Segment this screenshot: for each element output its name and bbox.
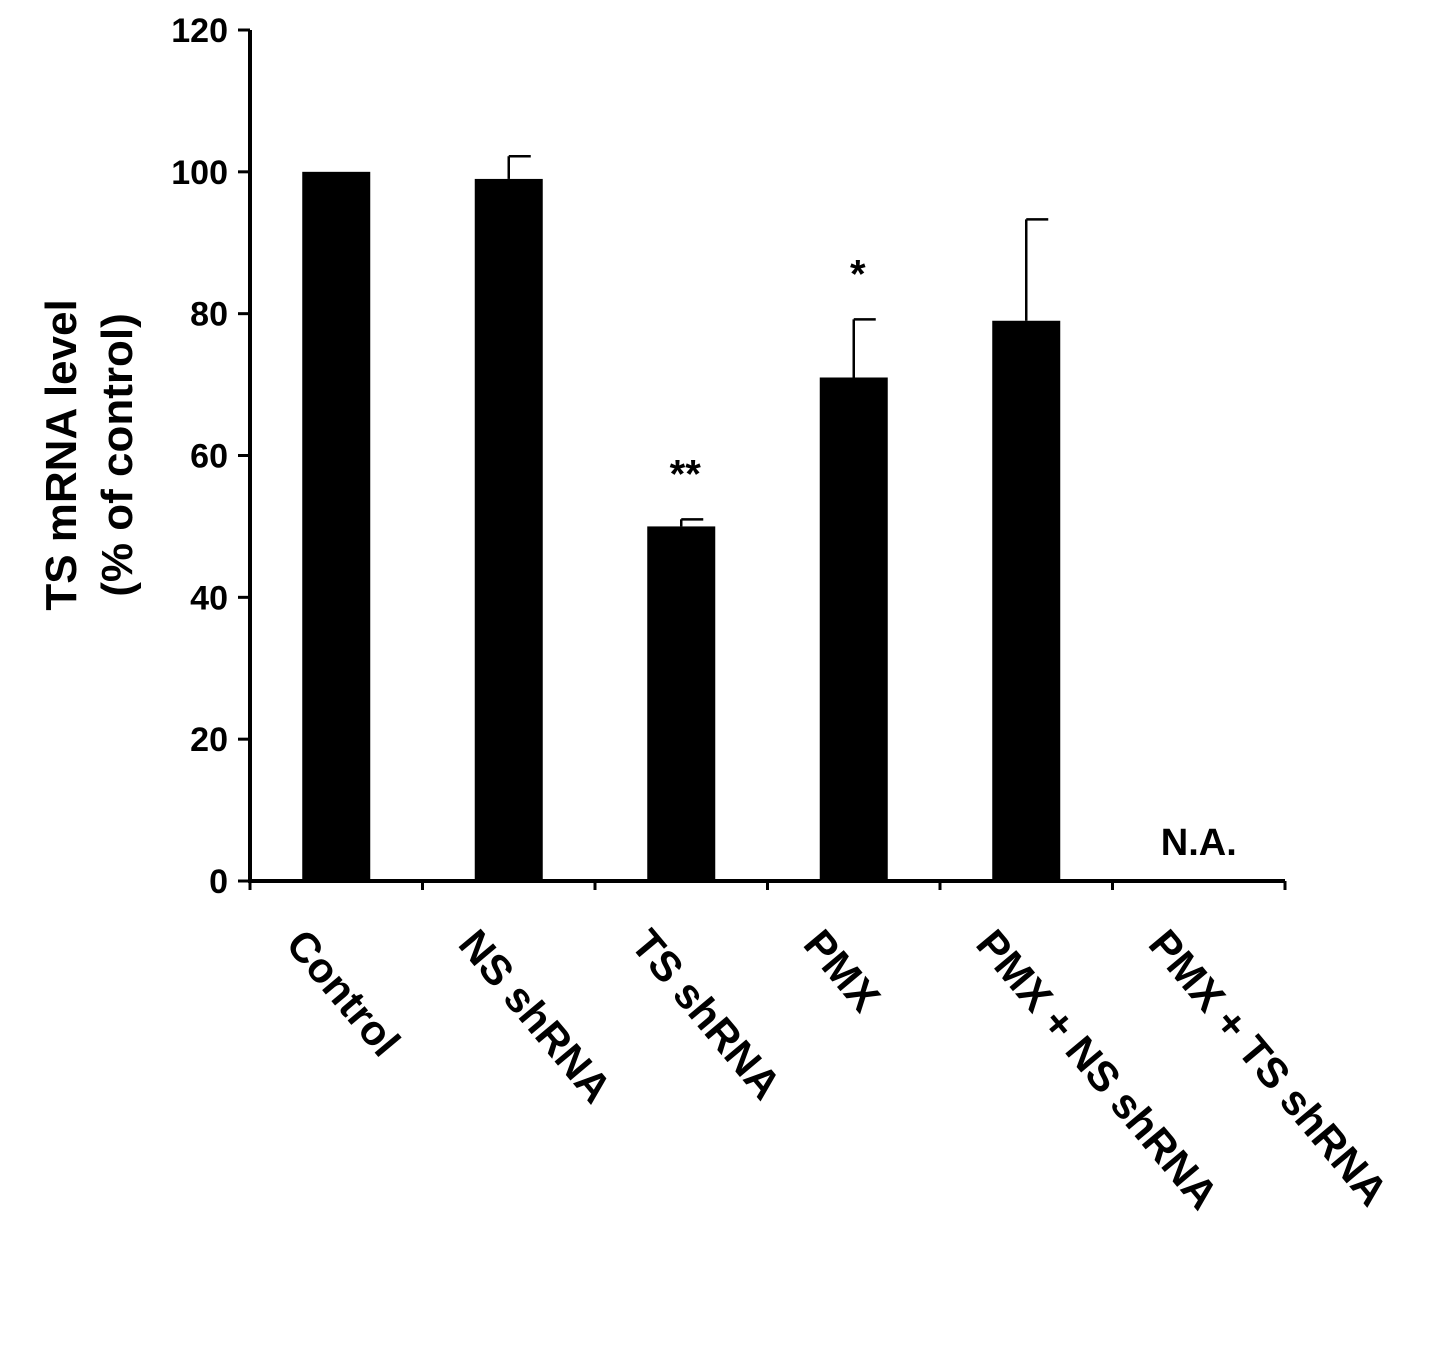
y-axis-label: TS mRNA level (% of control) bbox=[37, 299, 142, 610]
x-category-label: NS shRNA bbox=[450, 921, 621, 1112]
y-axis-ticks: 0 20 40 60 80 100 120 bbox=[171, 12, 250, 901]
y-axis-label-line1: TS mRNA level bbox=[37, 299, 86, 610]
bars bbox=[302, 171, 1061, 882]
bar bbox=[474, 178, 543, 882]
y-tick-label: 40 bbox=[190, 579, 228, 617]
bar bbox=[302, 171, 371, 882]
x-category-label: TS shRNA bbox=[622, 921, 790, 1109]
y-tick-label: 20 bbox=[190, 721, 228, 759]
significance-annotations: ***N.A. bbox=[670, 252, 1237, 864]
y-tick-label: 100 bbox=[171, 154, 228, 192]
not-available-label: N.A. bbox=[1161, 822, 1237, 864]
significance-marker: ** bbox=[670, 452, 702, 496]
significance-marker: * bbox=[850, 252, 866, 296]
y-axis-label-line2: (% of control) bbox=[93, 313, 142, 597]
y-tick-label: 60 bbox=[190, 438, 228, 476]
bar bbox=[819, 377, 888, 881]
error-bars bbox=[507, 154, 1049, 527]
y-tick-label: 120 bbox=[171, 12, 228, 50]
x-category-label: PMX bbox=[795, 921, 890, 1021]
x-axis-categories: Control NS shRNA TS shRNA PMX PMX + NS shRNA… bbox=[277, 921, 1397, 1218]
y-tick-label: 80 bbox=[190, 296, 228, 334]
bar bbox=[992, 320, 1061, 882]
axes bbox=[248, 30, 1287, 890]
y-tick-label: 0 bbox=[209, 863, 228, 901]
x-category-label: Control bbox=[277, 921, 409, 1066]
bar bbox=[647, 526, 716, 881]
